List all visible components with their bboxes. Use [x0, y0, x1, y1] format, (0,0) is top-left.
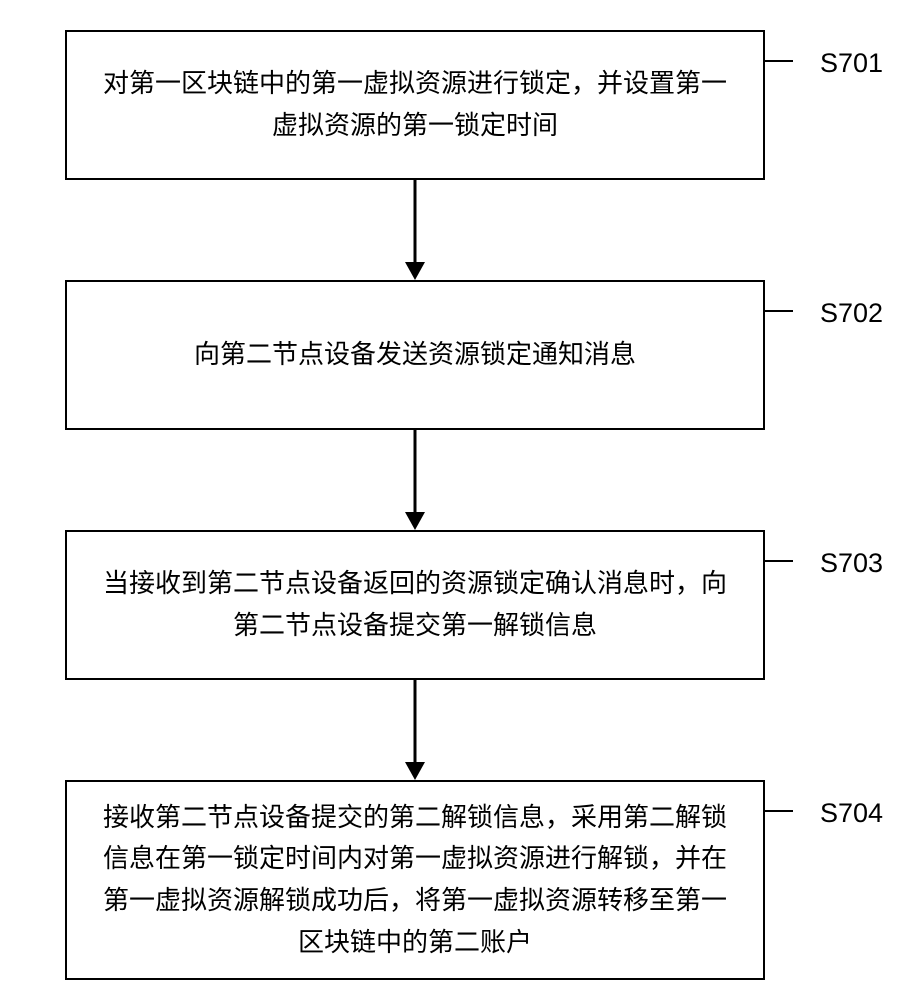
arrow-head-1 [405, 262, 425, 280]
step-box-s702: 向第二节点设备发送资源锁定通知消息 [65, 280, 765, 430]
arrow-line-1 [414, 180, 417, 262]
connector-s703 [765, 560, 793, 562]
connector-s704 [765, 810, 793, 812]
arrow-head-2 [405, 512, 425, 530]
step-box-s701: 对第一区块链中的第一虚拟资源进行锁定，并设置第一虚拟资源的第一锁定时间 [65, 30, 765, 180]
connector-s702 [765, 310, 793, 312]
arrow-line-2 [414, 430, 417, 512]
step-text-s704: 接收第二节点设备提交的第二解锁信息，采用第二解锁信息在第一锁定时间内对第一虚拟资… [91, 797, 739, 963]
step-text-s701: 对第一区块链中的第一虚拟资源进行锁定，并设置第一虚拟资源的第一锁定时间 [91, 63, 739, 146]
step-label-s701: S701 [820, 48, 883, 79]
flowchart-container: 对第一区块链中的第一虚拟资源进行锁定，并设置第一虚拟资源的第一锁定时间 S701… [0, 0, 909, 1000]
step-label-s704: S704 [820, 798, 883, 829]
arrow-line-3 [414, 680, 417, 762]
step-label-s702: S702 [820, 298, 883, 329]
step-box-s703: 当接收到第二节点设备返回的资源锁定确认消息时，向第二节点设备提交第一解锁信息 [65, 530, 765, 680]
step-label-s703: S703 [820, 548, 883, 579]
step-text-s703: 当接收到第二节点设备返回的资源锁定确认消息时，向第二节点设备提交第一解锁信息 [91, 563, 739, 646]
step-box-s704: 接收第二节点设备提交的第二解锁信息，采用第二解锁信息在第一锁定时间内对第一虚拟资… [65, 780, 765, 980]
arrow-head-3 [405, 762, 425, 780]
step-text-s702: 向第二节点设备发送资源锁定通知消息 [194, 334, 636, 376]
connector-s701 [765, 60, 793, 62]
